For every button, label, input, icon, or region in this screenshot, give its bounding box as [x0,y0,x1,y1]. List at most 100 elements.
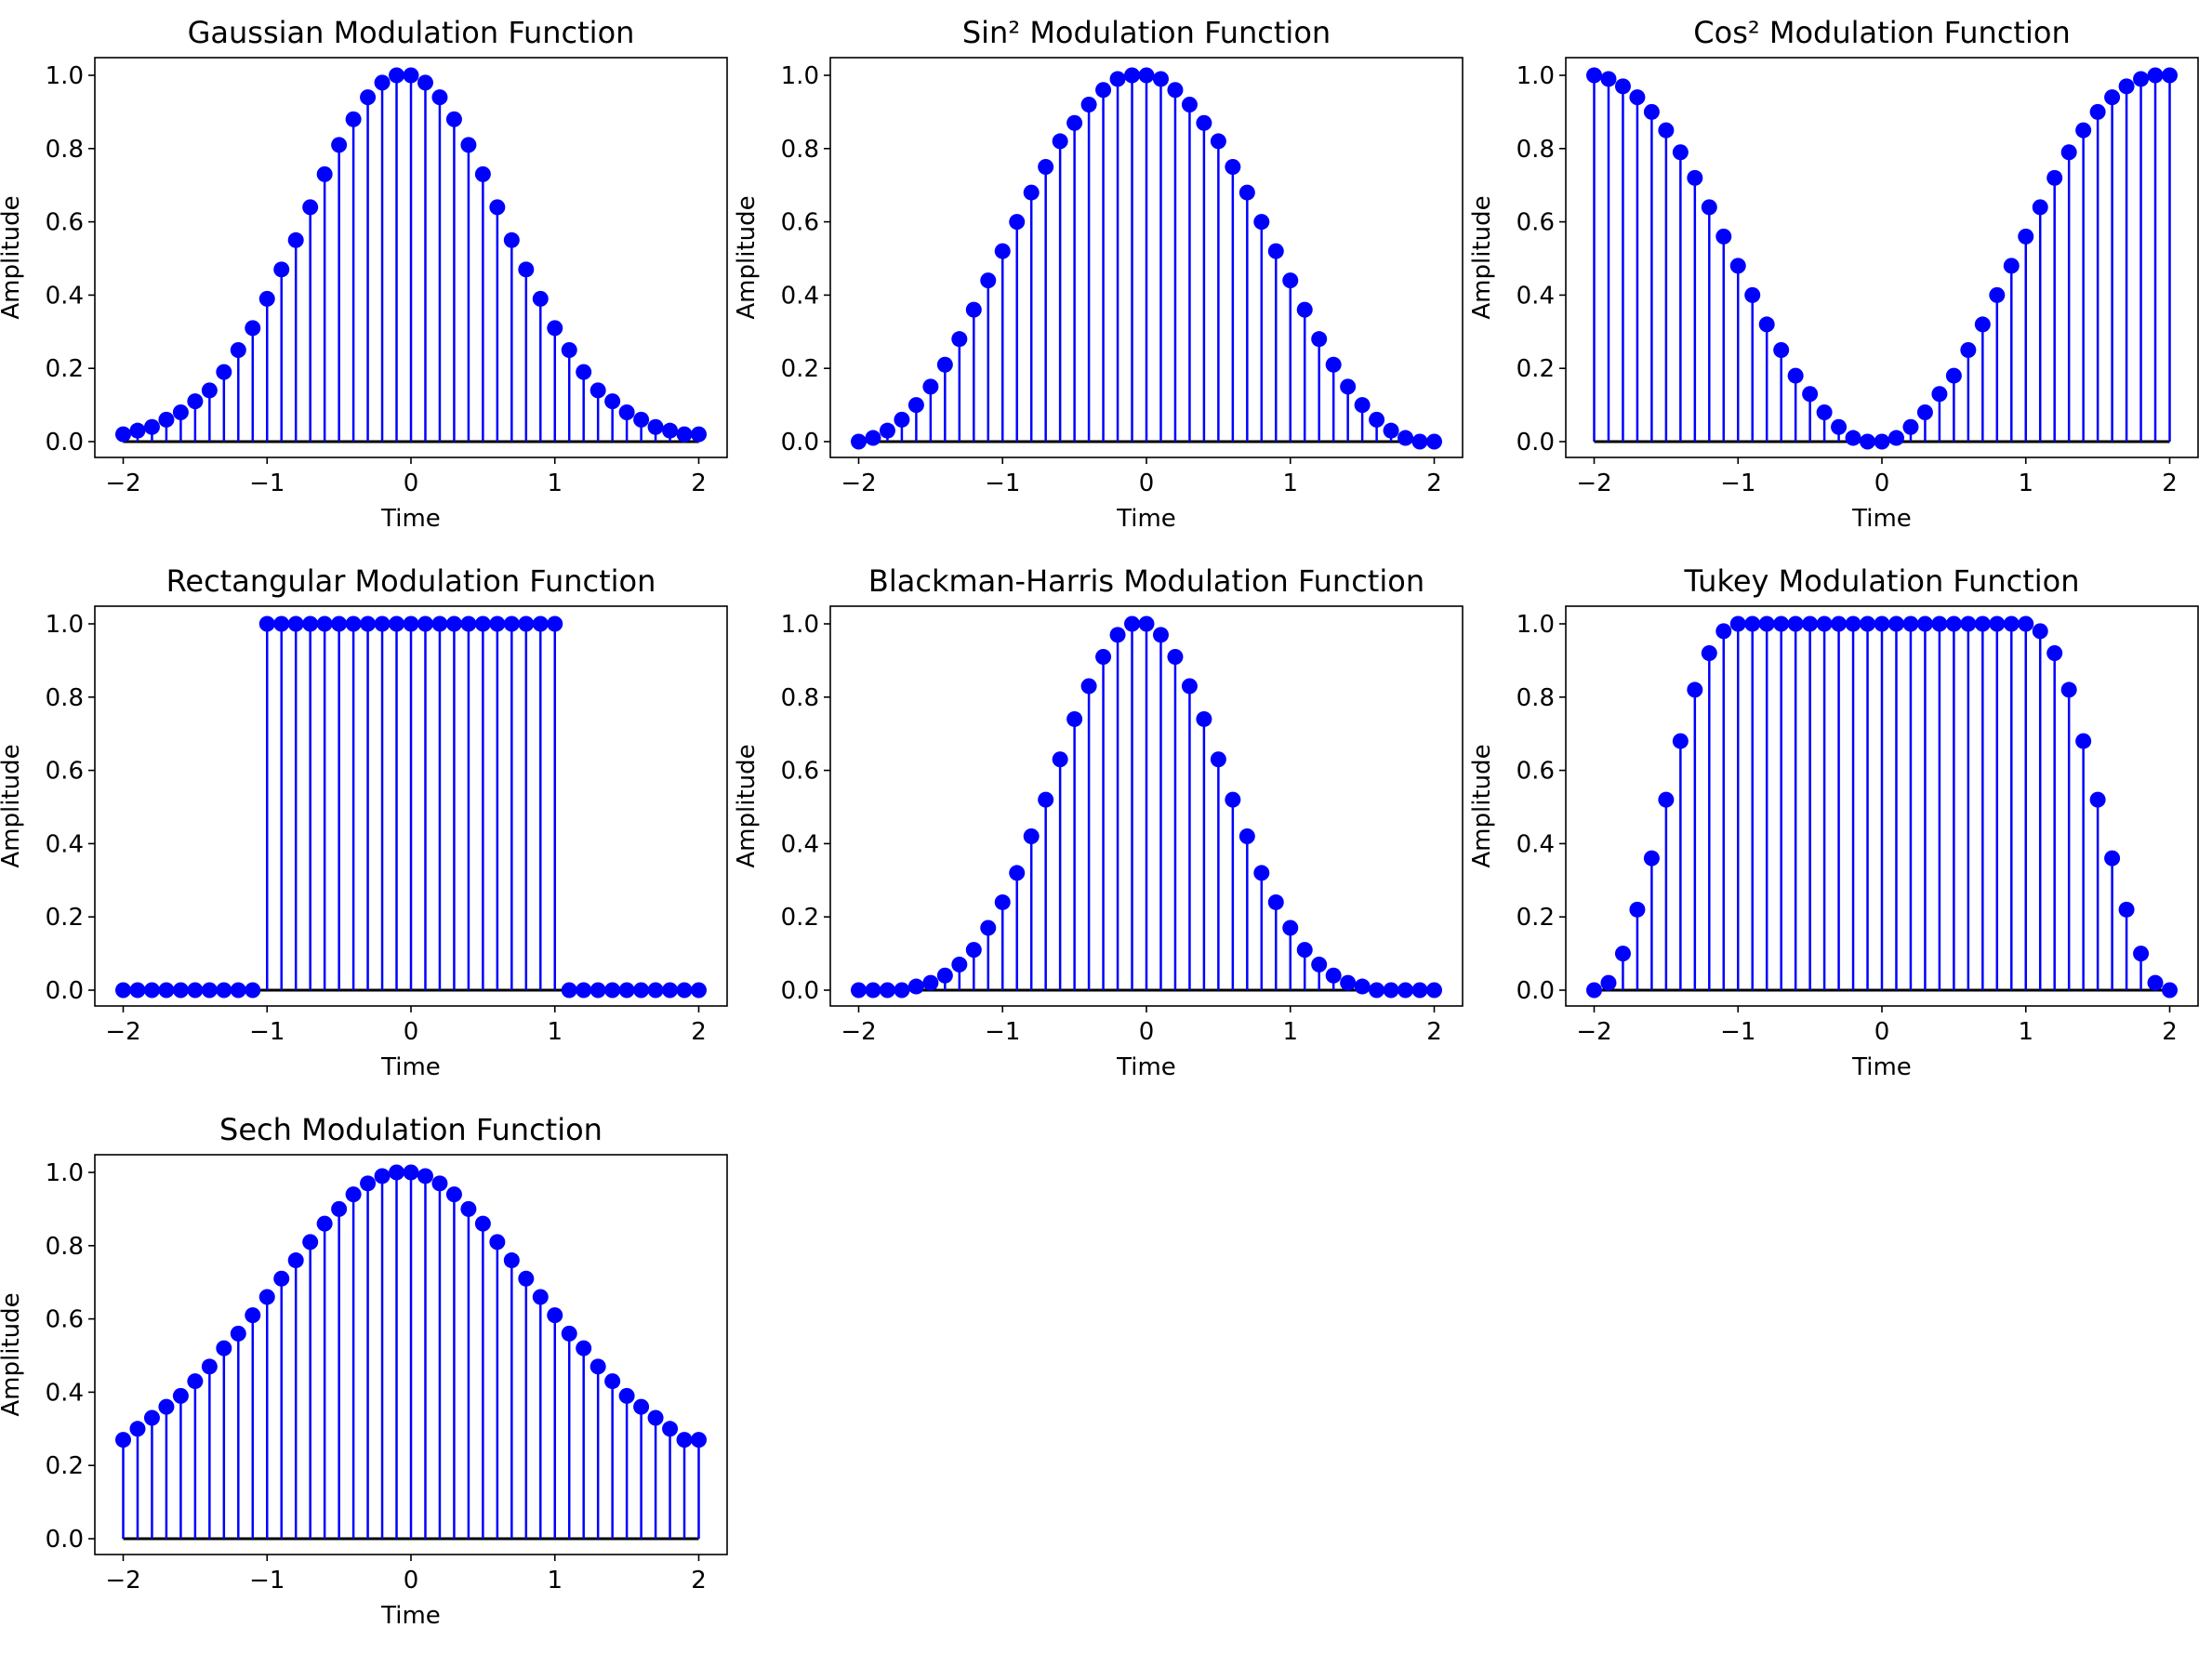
stem-marker [1729,615,1746,632]
y-tick-label: 0.0 [46,1526,84,1554]
stem-marker [1744,615,1761,632]
stem-marker [316,1215,333,1232]
stem-marker [2018,228,2034,245]
stem-marker [1023,828,1040,845]
stem-marker [1296,301,1313,318]
stem-marker [994,243,1011,259]
stem-marker [2060,681,2077,698]
stem-marker [1974,615,1991,632]
y-tick-label: 1.0 [1517,62,1555,90]
stem-marker [1744,286,1761,303]
x-tick-label: 2 [691,1018,707,1046]
stem-marker [302,199,319,216]
y-tick-label: 0.6 [1517,758,1555,786]
stem-marker [647,418,664,435]
stem-marker [633,982,650,999]
stem-marker [1052,751,1068,768]
stem-marker [1989,615,2006,632]
stem-marker [216,364,232,380]
stem-marker [1600,71,1617,87]
x-tick-label: −2 [841,470,876,497]
stem-marker [1658,122,1675,139]
x-tick-label: 0 [1874,1018,1890,1046]
stem-marker [360,1175,377,1192]
stem-marker [1354,397,1371,414]
stem-marker [331,615,348,632]
x-tick-label: −1 [249,1018,285,1046]
stem-marker [302,1234,319,1250]
stem-marker [576,1340,592,1356]
stem-marker [1066,114,1083,131]
stem-marker [1225,159,1241,175]
x-tick-label: 2 [1426,470,1442,497]
stem-marker [1773,615,1790,632]
stem-marker [143,982,160,999]
stem-marker [245,1307,261,1324]
stem-marker [503,232,520,248]
stem-marker [1887,430,1904,446]
y-tick-label: 0.2 [1517,904,1555,932]
stem-marker [431,1175,448,1192]
stem-marker [389,67,405,84]
x-tick-label: 2 [2162,470,2178,497]
y-tick-label: 0.4 [46,830,84,858]
x-tick-label: 0 [1874,470,1890,497]
x-tick-label: 1 [547,470,563,497]
stem-marker [158,982,175,999]
stem-marker [980,920,997,936]
stem-marker [1945,367,1962,384]
stem-marker [158,1398,175,1415]
stem-marker [287,232,304,248]
stem-marker [1196,710,1212,727]
stem-marker [345,615,362,632]
stem-marker [691,426,707,443]
stem-marker [936,967,953,984]
stem-marker [1340,974,1357,991]
stem-marker [115,426,131,443]
stem-marker [316,165,333,182]
stem-marker [460,615,477,632]
stem-marker [965,301,982,318]
stem-marker [2032,623,2048,640]
stem-marker [172,404,189,420]
y-tick-label: 0.4 [1517,282,1555,310]
stem-marker [1080,678,1097,695]
stem-marker [865,982,881,999]
stem-marker [1916,615,1933,632]
y-tick-label: 0.4 [1517,830,1555,858]
y-tick-label: 0.6 [46,209,84,237]
stem-marker [2075,122,2092,139]
stem-marker [1152,71,1169,87]
stem-marker [1860,615,1876,632]
stem-marker [1916,404,1933,420]
stem-marker [1831,615,1848,632]
stem-marker [676,982,693,999]
stem-marker [216,982,232,999]
stem-marker [1038,159,1054,175]
stem-marker [879,982,895,999]
y-axis-label: Amplitude [1468,744,1496,867]
stem-marker [1138,67,1155,84]
stem-marker [1238,828,1255,845]
subplot-title: Rectangular Modulation Function [166,563,656,599]
stem-marker [965,942,982,959]
stem-marker [187,393,204,410]
stem-marker [2162,982,2178,999]
y-axis-label: Amplitude [0,1292,25,1416]
stem-marker [503,615,520,632]
stem-marker [374,615,391,632]
y-tick-label: 1.0 [46,1159,84,1187]
x-axis-label: Time [1116,1053,1176,1081]
stem-marker [1715,623,1732,640]
y-tick-label: 0.0 [781,977,819,1005]
stem-marker [1586,982,1602,999]
stem-marker [1210,751,1226,768]
stem-marker [230,982,246,999]
stem-marker [1109,627,1126,643]
stem-marker [201,1358,218,1375]
y-tick-label: 0.8 [781,684,819,712]
stem-marker [994,893,1011,910]
stem-marker [1629,89,1646,106]
stem-marker [1860,433,1876,450]
stem-marker [922,378,939,395]
